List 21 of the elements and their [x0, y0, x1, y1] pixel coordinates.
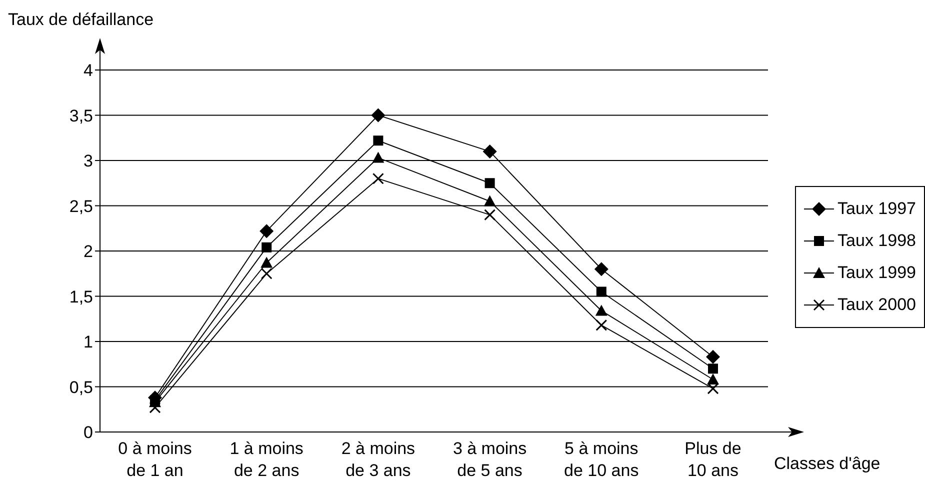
x-tick-label: 0 à moins de 1 an [118, 439, 192, 480]
y-tick-label: 1,5 [69, 287, 93, 306]
legend-label: Taux 1997 [838, 199, 916, 219]
y-tick-label: 2 [84, 242, 93, 262]
x-tick-label: 1 à moins de 2 ans [230, 439, 304, 480]
x-tick-label: 2 à moins de 3 ans [341, 439, 416, 480]
x-axis-title: Classes d'âge [774, 454, 880, 474]
y-tick-label: 0,5 [69, 378, 93, 397]
y-tick-label: 3 [84, 152, 93, 171]
x-tick-label: 3 à moins de 5 ans [452, 439, 527, 480]
x-tick-label: Plus de 10 ans [684, 439, 742, 480]
y-tick-label: 2,5 [69, 196, 93, 216]
y-tick-label: 0 [84, 423, 93, 442]
y-tick-label: 4 [84, 61, 93, 80]
y-axis-title: Taux de défaillance [8, 10, 154, 30]
legend-label: Taux 2000 [838, 295, 916, 315]
legend-label: Taux 1999 [838, 263, 916, 283]
x-tick-label: 5 à moins de 10 ans [564, 439, 639, 480]
y-tick-label: 3,5 [69, 106, 93, 126]
y-tick-label: 1 [84, 332, 93, 352]
legend-label: Taux 1998 [838, 231, 916, 251]
